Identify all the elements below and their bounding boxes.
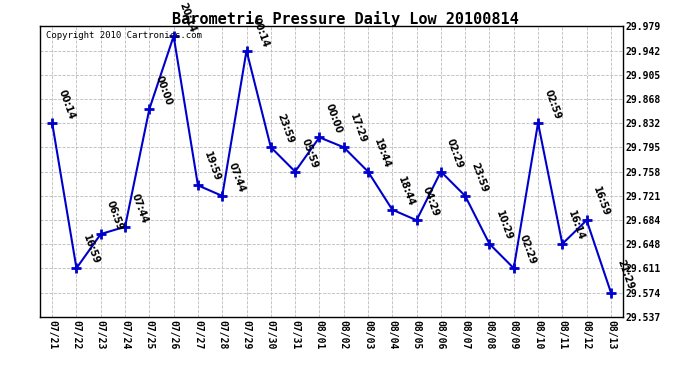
Text: 02:29: 02:29 <box>445 137 465 170</box>
Text: 00:00: 00:00 <box>153 74 173 107</box>
Text: 02:59: 02:59 <box>542 88 562 121</box>
Text: 16:59: 16:59 <box>81 234 101 266</box>
Text: Barometric Pressure Daily Low 20100814: Barometric Pressure Daily Low 20100814 <box>172 11 518 27</box>
Text: 07:44: 07:44 <box>226 161 246 194</box>
Text: 16:59: 16:59 <box>591 186 611 218</box>
Text: 10:29: 10:29 <box>493 209 513 242</box>
Text: 07:44: 07:44 <box>129 192 149 225</box>
Text: 04:29: 04:29 <box>421 186 441 218</box>
Text: 23:59: 23:59 <box>469 161 489 194</box>
Text: 18:44: 18:44 <box>397 175 417 207</box>
Text: Copyright 2010 Cartronics.com: Copyright 2010 Cartronics.com <box>46 31 201 40</box>
Text: 05:59: 05:59 <box>299 137 319 170</box>
Text: 00:14: 00:14 <box>57 88 77 121</box>
Text: 19:44: 19:44 <box>372 137 392 170</box>
Text: 00:14: 00:14 <box>250 16 270 48</box>
Text: 00:00: 00:00 <box>324 103 344 135</box>
Text: 19:59: 19:59 <box>202 151 222 183</box>
Text: 23:59: 23:59 <box>275 112 295 145</box>
Text: 17:29: 17:29 <box>348 112 368 145</box>
Text: 20:14: 20:14 <box>178 2 198 34</box>
Text: 02:29: 02:29 <box>518 234 538 266</box>
Text: 16:14: 16:14 <box>566 209 586 242</box>
Text: 06:59: 06:59 <box>105 199 125 232</box>
Text: 21:29: 21:29 <box>615 258 635 290</box>
